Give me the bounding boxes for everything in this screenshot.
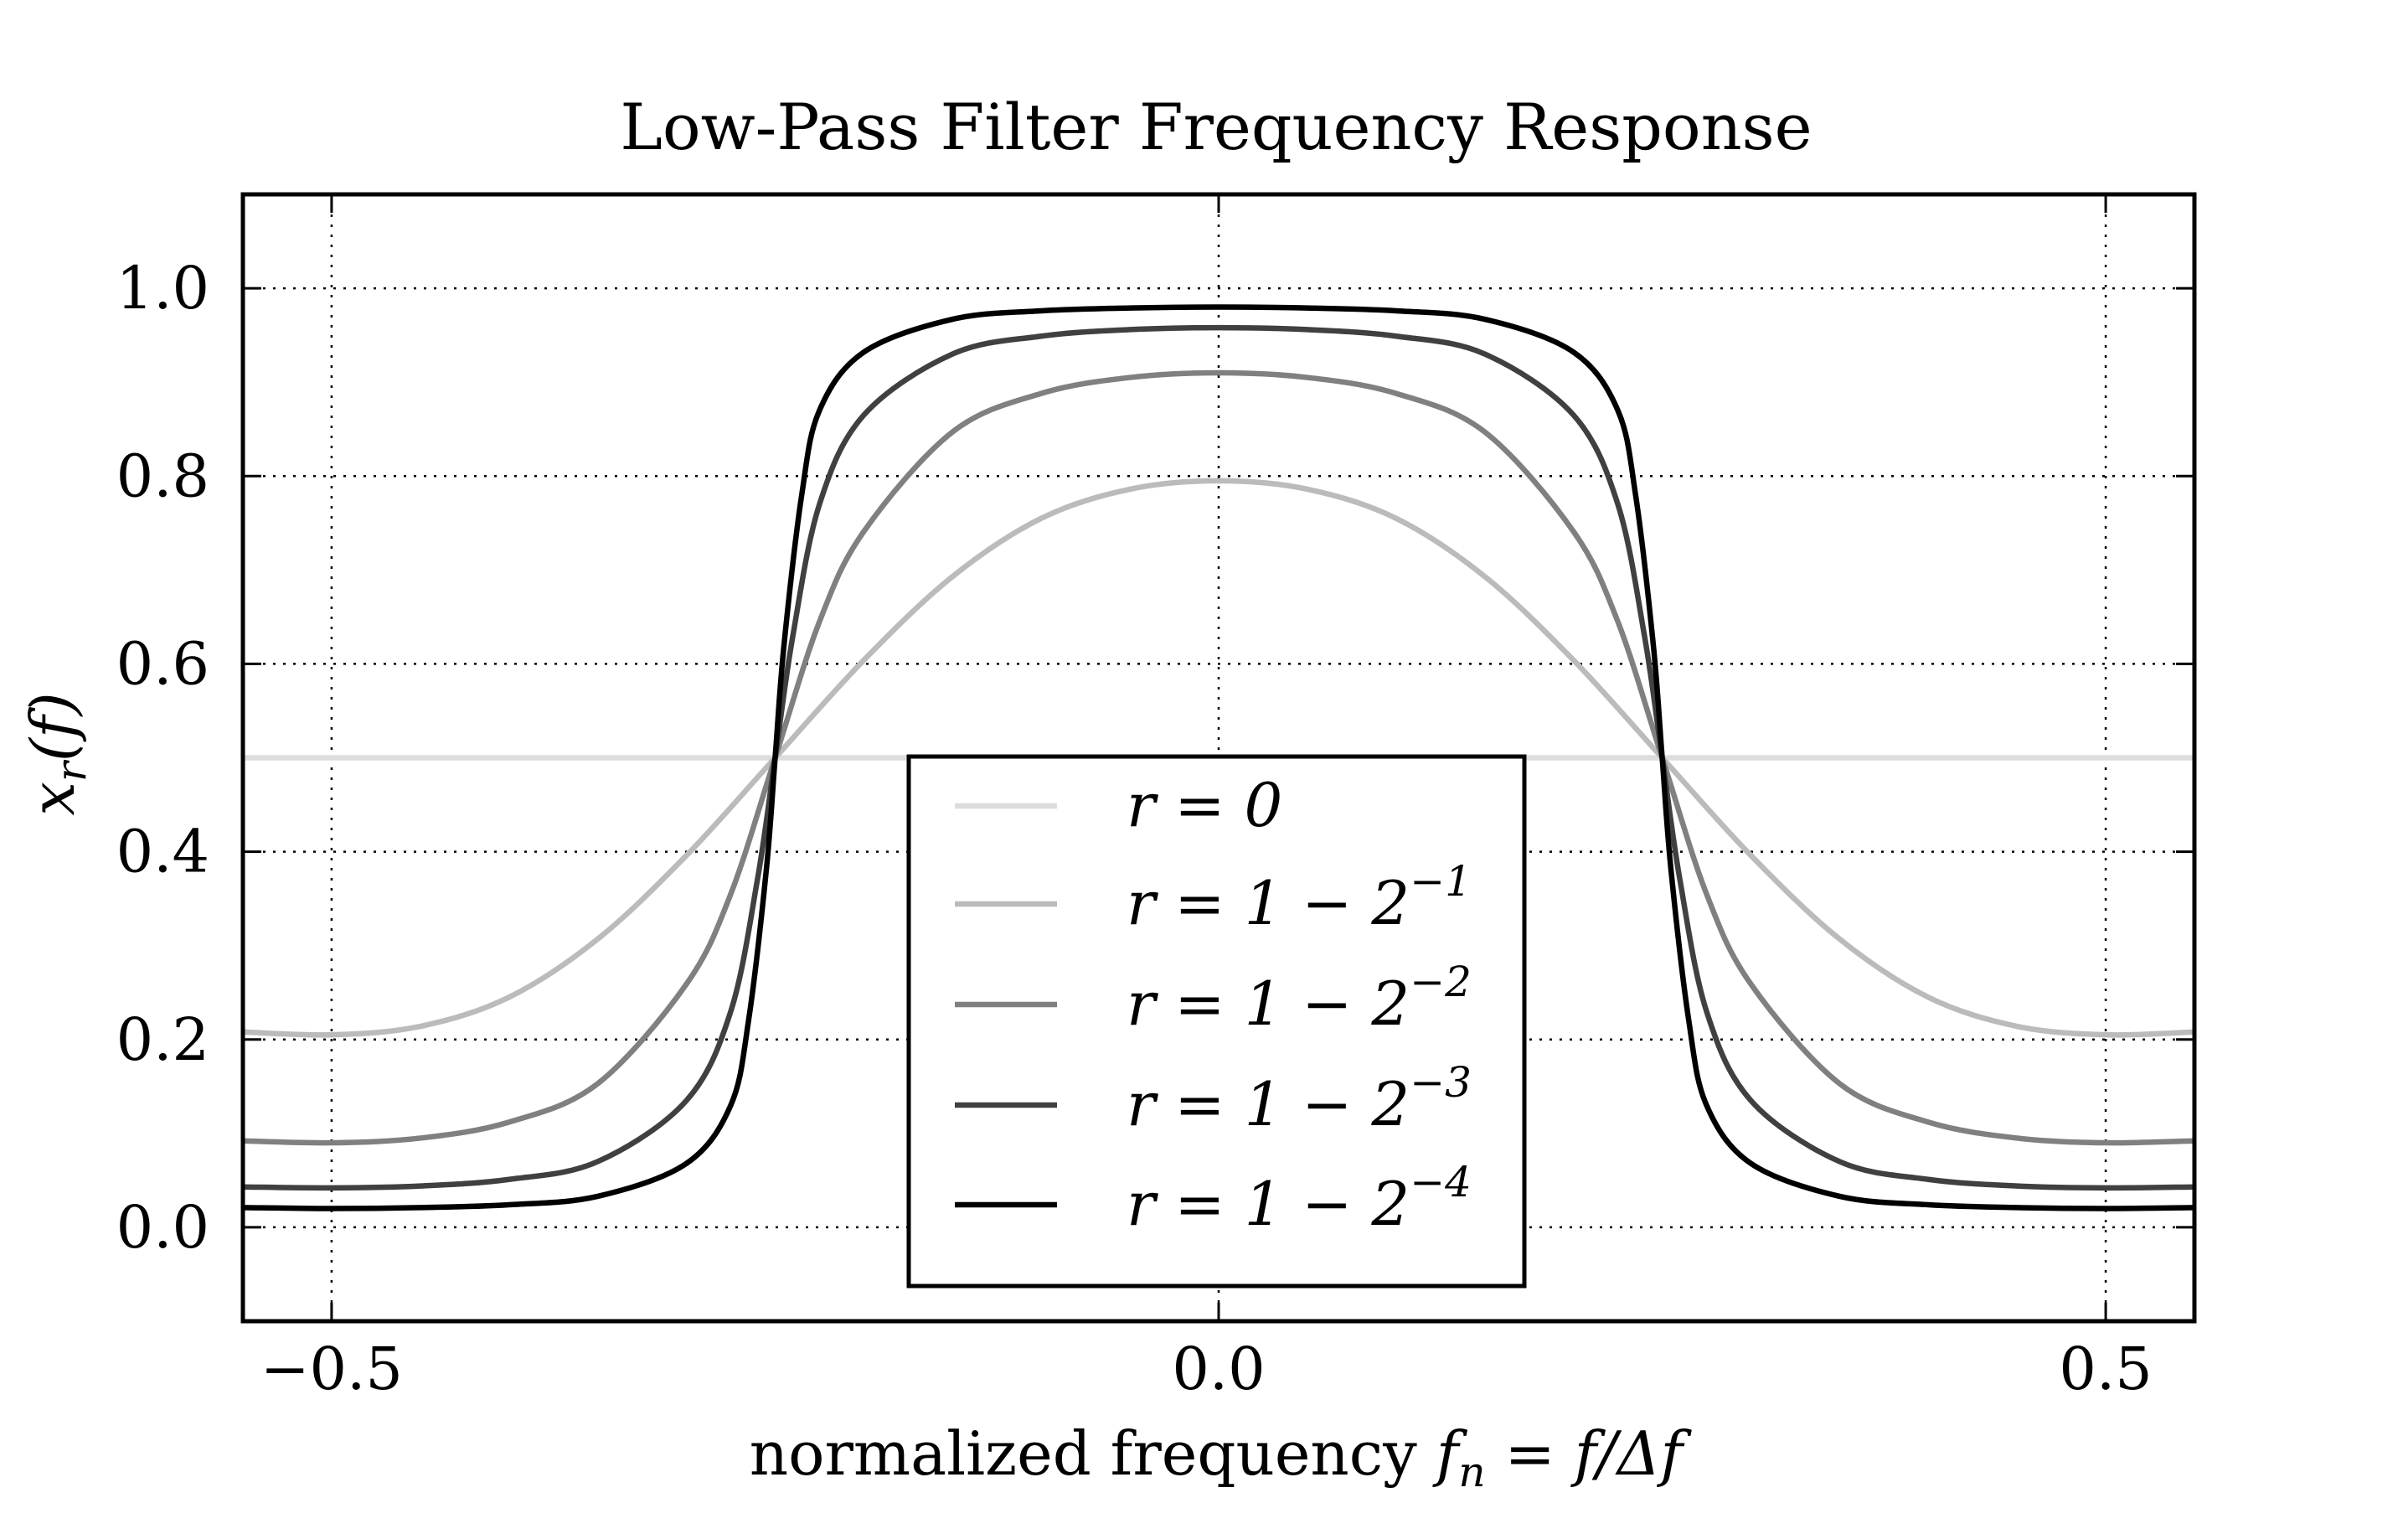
legend-label-text-0: r = 0 <box>1127 770 1282 840</box>
y-axis-label: xr(f) <box>18 692 95 815</box>
legend-box <box>906 754 1527 1289</box>
legend-label-superscript-1: −1 <box>1410 857 1472 906</box>
plot-frame <box>240 192 2197 1324</box>
x-tick-labels: −0.5 0.0 0.5 <box>260 1335 2153 1403</box>
y-tick-label-0: 0.0 <box>116 1193 209 1262</box>
legend: r = 0r = 1 − 2−1r = 1 − 2−2r = 1 − 2−3r … <box>906 754 1527 1289</box>
legend-label-1: r = 1 − 2−1 <box>1127 857 1472 938</box>
legend-entries: r = 0r = 1 − 2−1r = 1 − 2−2r = 1 − 2−3r … <box>955 770 1472 1239</box>
y-tick-label-2: 0.4 <box>116 818 209 886</box>
legend-label-text-3: r = 1 − 2 <box>1127 1069 1410 1139</box>
x-axis-label-lhs-subscript: n <box>1458 1448 1485 1496</box>
x-axis-label-equals: = <box>1504 1418 1555 1489</box>
y-tick-labels: 0.0 0.2 0.4 0.6 0.8 1.0 <box>116 254 209 1262</box>
series-line-1 <box>242 478 2195 1038</box>
y-axis-label-argument: (f) <box>18 692 88 762</box>
y-tick-label-1: 0.2 <box>116 1005 209 1074</box>
legend-label-text-4: r = 1 − 2 <box>1127 1169 1410 1239</box>
legend-label-superscript-3: −3 <box>1410 1058 1472 1107</box>
x-axis-label-rhs: f/Δf <box>1570 1418 1693 1489</box>
x-tick-label-0: −0.5 <box>260 1335 403 1403</box>
legend-label-superscript-4: −4 <box>1410 1158 1472 1206</box>
series-line-2 <box>242 369 2195 1146</box>
y-tick-label-3: 0.6 <box>116 629 209 698</box>
series-line-3 <box>242 324 2195 1191</box>
x-tick-label-2: 0.5 <box>2059 1335 2152 1403</box>
y-axis-label-base: x <box>18 782 88 816</box>
legend-label-4: r = 1 − 2−4 <box>1127 1158 1472 1239</box>
legend-label-2: r = 1 − 2−2 <box>1127 958 1472 1039</box>
y-tick-label-4: 0.8 <box>116 442 209 510</box>
legend-label-0: r = 0 <box>1127 770 1282 840</box>
chart-title: Low-Pass Filter Frequency Response <box>620 90 1812 164</box>
y-tick-label-5: 1.0 <box>116 254 209 323</box>
y-axis-label-subscript: r <box>47 759 95 782</box>
x-axis-label-text: normalized frequency <box>750 1418 1417 1489</box>
series-line-4 <box>242 304 2195 1211</box>
legend-label-superscript-2: −2 <box>1410 958 1472 1006</box>
legend-label-text-2: r = 1 − 2 <box>1127 968 1410 1039</box>
legend-label-text-1: r = 1 − 2 <box>1127 868 1410 938</box>
x-axis-label: normalized frequency fn = f/Δf <box>750 1418 1693 1496</box>
axis-ticks <box>243 194 2194 1321</box>
x-tick-label-1: 0.0 <box>1172 1335 1265 1403</box>
legend-label-3: r = 1 − 2−3 <box>1127 1058 1472 1139</box>
